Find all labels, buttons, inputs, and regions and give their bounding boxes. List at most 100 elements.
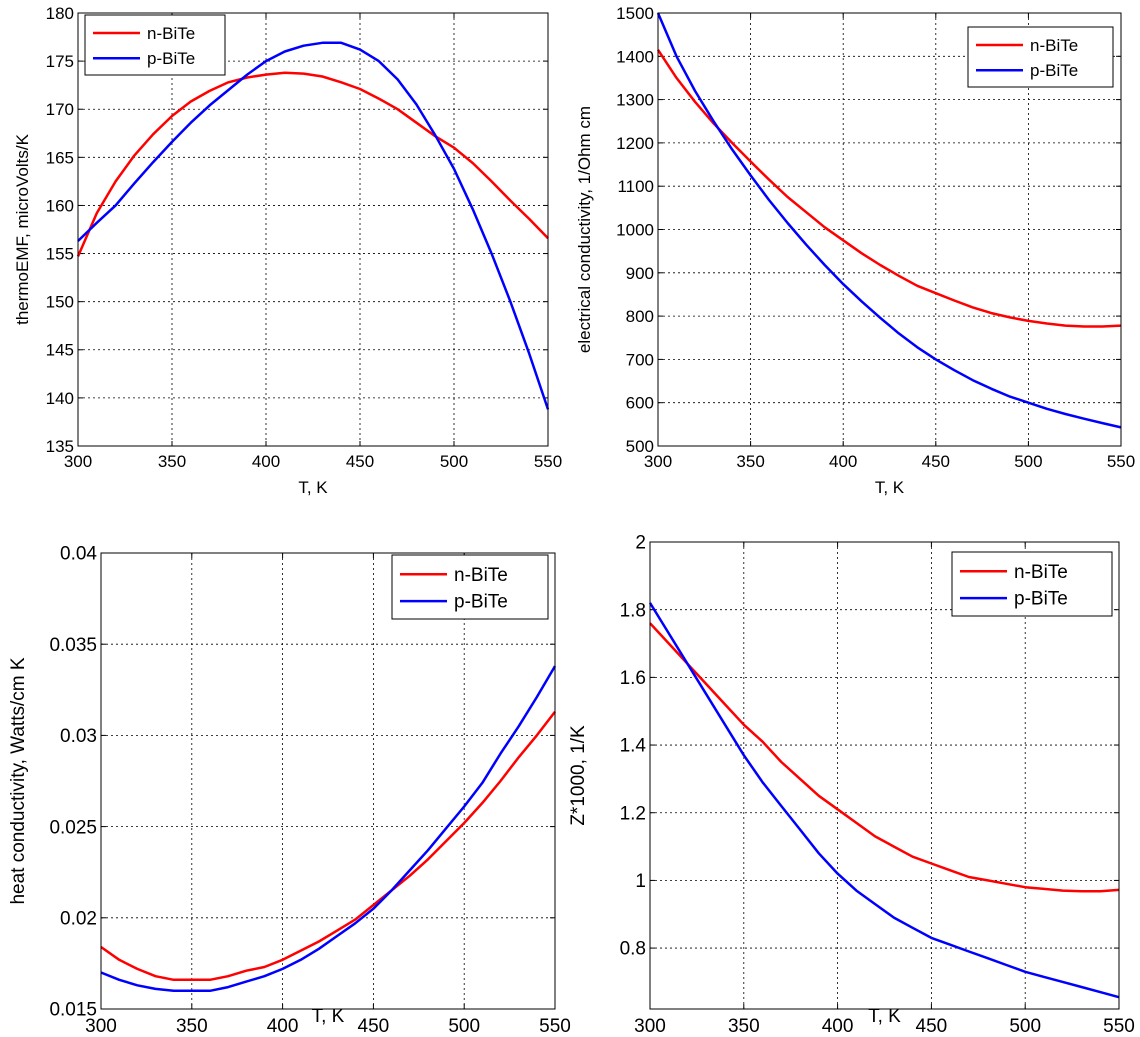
series-line-n-BiTe — [76, 71, 549, 257]
y-tick-label: 1300 — [616, 91, 654, 110]
axes-box — [657, 12, 1122, 447]
plot-area — [650, 542, 1119, 1009]
y-axis-label: electrical conductivity, 1/Ohm cm — [575, 106, 594, 353]
y-tick-label: 1 — [635, 871, 646, 892]
legend-label-n-BiTe: n-BiTe — [1014, 562, 1068, 583]
x-tick-label: 550 — [539, 1016, 571, 1037]
legend-label-p-BiTe: p-BiTe — [1030, 61, 1078, 80]
y-tick-label: 140 — [46, 389, 74, 408]
y-axis-label: Z*1000, 1/K — [568, 725, 589, 826]
legend: n-BiTe p-BiTe — [84, 14, 226, 76]
legend-box — [951, 551, 1113, 617]
x-tick-label: 400 — [822, 1016, 854, 1037]
y-tick-label: 1500 — [616, 4, 654, 23]
chart-panel-1: 300 350 400 450 500 550 135 140 145 150 155 160 165 1… — [13, 4, 562, 497]
y-tick-label: 1.2 — [620, 803, 646, 824]
x-tick-label: 350 — [736, 452, 764, 471]
x-axis-label: T, K — [875, 478, 905, 497]
y-tick-label: 0.03 — [60, 726, 97, 747]
x-tick-label: 300 — [64, 452, 92, 471]
y-tick-label: 1400 — [616, 47, 654, 66]
x-tick-label: 350 — [728, 1016, 760, 1037]
y-tick-label: 500 — [626, 437, 654, 456]
x-tick-label: 350 — [176, 1016, 208, 1037]
legend-label-n-BiTe: n-BiTe — [1030, 36, 1078, 55]
plot-area — [101, 553, 555, 1009]
y-tick-label: 600 — [626, 394, 654, 413]
x-tick-label: 500 — [1009, 1016, 1041, 1037]
legend: n-BiTe p-BiTe — [967, 26, 1114, 88]
series-line-n-BiTe — [649, 622, 1120, 893]
y-tick-label: 1200 — [616, 134, 654, 153]
legend-label-p-BiTe: p-BiTe — [1014, 589, 1068, 610]
y-tick-label: 135 — [46, 437, 74, 456]
x-tick-label: 300 — [634, 1016, 666, 1037]
y-axis-label: heat conductivity, Watts/cm K — [8, 657, 29, 904]
x-tick-label: 450 — [346, 452, 374, 471]
y-tick-label: 165 — [46, 148, 74, 167]
y-tick-label: 1100 — [617, 177, 654, 196]
y-tick-label: 1000 — [616, 220, 654, 239]
axes-box — [100, 552, 556, 1010]
y-tick-label: 150 — [46, 293, 74, 312]
y-tick-label: 2 — [635, 533, 646, 554]
y-tick-label: 0.02 — [60, 908, 97, 929]
x-tick-label: 450 — [358, 1016, 390, 1037]
series-line-p-BiTe — [100, 665, 557, 993]
x-tick-label: 300 — [85, 1016, 117, 1037]
x-axis-label: T, K — [298, 478, 328, 497]
y-tick-label: 175 — [46, 52, 74, 71]
x-tick-label: 500 — [440, 452, 468, 471]
x-tick-label: 400 — [252, 452, 280, 471]
legend-label-n-BiTe: n-BiTe — [454, 565, 508, 586]
y-tick-label: 1.8 — [620, 600, 646, 621]
y-tick-label: 0.04 — [60, 544, 97, 565]
legend-box — [967, 26, 1114, 88]
y-tick-label: 0.035 — [49, 635, 97, 656]
y-tick-label: 145 — [46, 341, 74, 360]
x-axis-label: T, K — [868, 1006, 901, 1027]
x-tick-label: 450 — [922, 452, 950, 471]
x-tick-label: 400 — [829, 452, 857, 471]
x-tick-label: 500 — [1014, 452, 1042, 471]
y-axis-label: thermoEMF, microVolts/K — [13, 133, 32, 324]
y-tick-label: 0.8 — [620, 939, 646, 960]
x-tick-label: 450 — [916, 1016, 948, 1037]
axes-box — [649, 541, 1120, 1010]
axes-box — [77, 12, 549, 447]
x-tick-label: 550 — [1107, 452, 1135, 471]
y-tick-label: 0.025 — [49, 817, 97, 838]
y-tick-label: 700 — [626, 350, 654, 369]
x-tick-label: 500 — [448, 1016, 480, 1037]
y-tick-label: 1.6 — [620, 668, 646, 689]
legend-label-n-BiTe: n-BiTe — [147, 24, 195, 43]
y-tick-label: 900 — [626, 264, 654, 283]
x-axis-label: T, K — [312, 1006, 345, 1027]
legend: n-BiTe p-BiTe — [391, 554, 549, 620]
legend-label-p-BiTe: p-BiTe — [147, 49, 195, 68]
series-line-p-BiTe — [77, 41, 550, 410]
series-line-n-BiTe — [100, 710, 556, 982]
chart-panel-4: 300 350 400 450 500 550 0.8 1 1.2 1.4 1.6 1.8 2 T, K Z… — [568, 533, 1135, 1037]
plot-area — [78, 13, 548, 446]
y-tick-label: 0.015 — [49, 1000, 97, 1021]
x-tick-label: 300 — [644, 452, 672, 471]
y-tick-label: 1.4 — [620, 736, 647, 757]
x-tick-label: 550 — [534, 452, 562, 471]
legend-label-p-BiTe: p-BiTe — [454, 592, 508, 613]
series-line-p-BiTe — [656, 12, 1122, 429]
x-tick-label: 550 — [1103, 1016, 1135, 1037]
y-tick-label: 800 — [626, 307, 654, 326]
chart-panel-3: 300 350 400 450 500 550 0.015 0.02 0.025 0.03 0.03… — [8, 544, 571, 1037]
legend: n-BiTe p-BiTe — [951, 551, 1113, 617]
chart-panel-2: 300 350 400 450 500 550 500 600 700 800 900 1000 110… — [575, 4, 1135, 497]
y-tick-label: 155 — [46, 245, 74, 264]
y-tick-label: 170 — [46, 100, 74, 119]
x-tick-label: 350 — [158, 452, 186, 471]
y-tick-label: 160 — [46, 196, 74, 215]
x-tick-label: 400 — [267, 1016, 299, 1037]
series-line-n-BiTe — [656, 49, 1122, 328]
legend-box — [391, 554, 549, 620]
y-tick-label: 180 — [46, 4, 74, 23]
